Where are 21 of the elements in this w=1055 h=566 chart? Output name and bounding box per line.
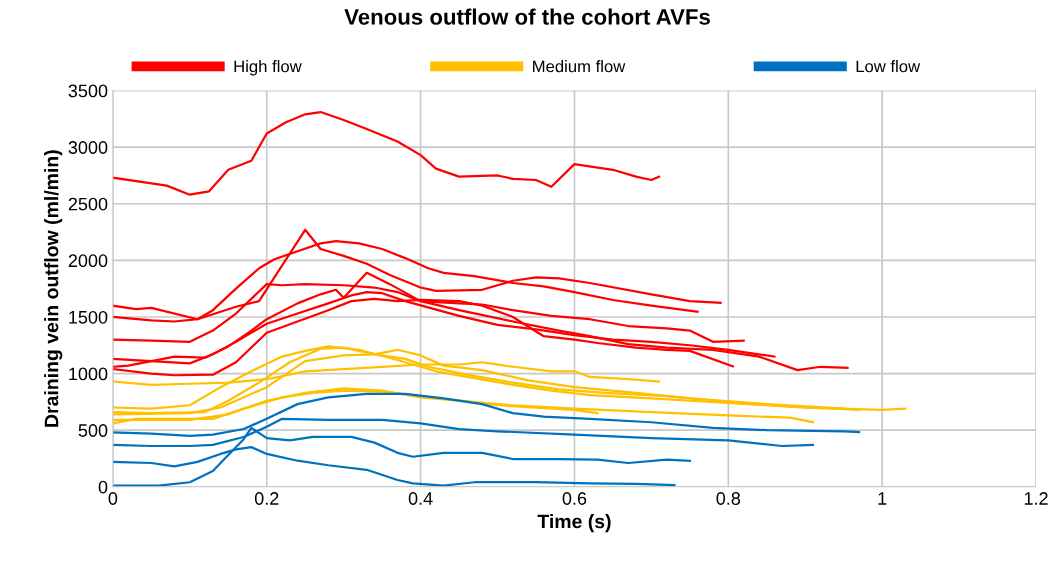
legend-label: Low flow — [856, 60, 921, 73]
y-tick-label: 2000 — [68, 254, 108, 268]
y-tick-label: 1000 — [69, 367, 108, 381]
chart-title: Venous outflow of the cohort AVFs — [344, 8, 710, 25]
y-tick-label: 2500 — [68, 197, 108, 211]
y-tick-label: 3500 — [68, 84, 108, 98]
x-tick-label: 0.6 — [562, 492, 587, 505]
y-axis-title: Draining vein outflow (ml/min) — [44, 150, 63, 427]
x-tick-label: 0.8 — [716, 492, 741, 505]
y-tick-label: 1500 — [69, 310, 108, 324]
x-tick-label: 0.2 — [254, 492, 279, 505]
x-tick-label: 1.2 — [1024, 492, 1048, 505]
y-tick-label: 0 — [98, 480, 108, 494]
y-tick-label: 500 — [78, 424, 108, 437]
y-tick-label: 3000 — [68, 141, 108, 154]
x-tick-label: 1 — [878, 492, 887, 505]
legend-label: Medium flow — [533, 60, 626, 73]
x-tick-label: 0 — [108, 492, 118, 505]
legend-label: High flow — [234, 60, 302, 76]
x-tick-label: 0.4 — [408, 492, 433, 505]
x-axis-title: Time (s) — [537, 514, 611, 533]
